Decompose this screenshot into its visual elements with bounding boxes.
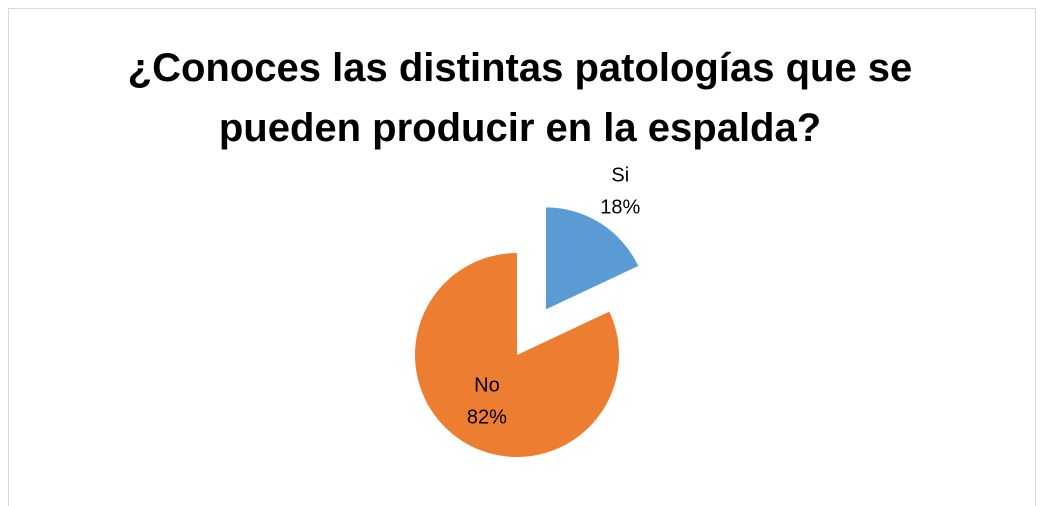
chart-title: ¿Conoces las distintas patologías que se… (127, 46, 913, 150)
slice-label: No (474, 375, 500, 397)
slice-label: Si (611, 165, 629, 187)
slice-value-label: 18% (600, 197, 640, 219)
slice-value-label: 82% (467, 407, 507, 429)
pie-slice (545, 207, 639, 310)
pie-slice (414, 253, 619, 458)
